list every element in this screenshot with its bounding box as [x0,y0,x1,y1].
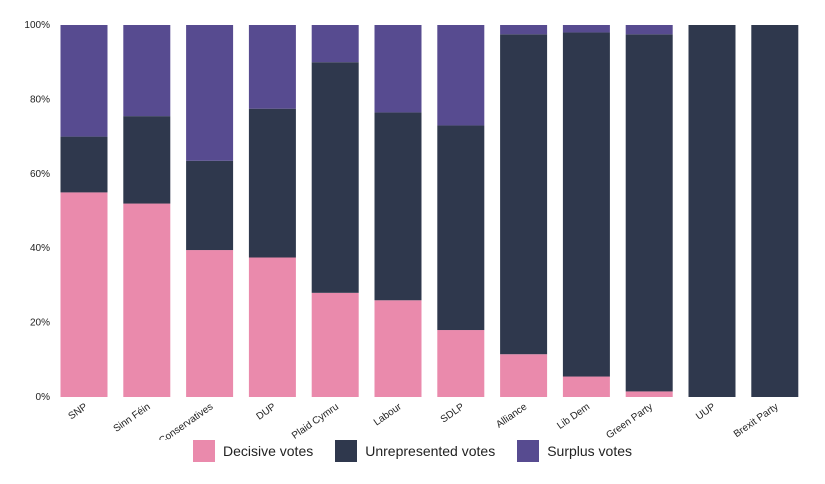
x-tick-label: SNP [67,401,90,422]
x-tick-label: Alliance [494,401,529,430]
x-tick-label: Sinn Féin [112,401,153,434]
x-tick-label: Conservatives [157,401,215,440]
bar-segment [311,62,359,293]
y-tick-label: 80% [30,94,50,105]
y-tick-label: 60% [30,169,50,180]
x-tick-label: DUP [255,401,279,422]
bar-segment [123,25,171,117]
x-tick-label: Brexit Party [732,401,781,440]
bar-segment [311,25,359,63]
bar-segment [248,25,296,109]
legend-item-unrepresented: Unrepresented votes [335,440,495,462]
bar-segment [186,160,234,251]
legend-item-decisive: Decisive votes [192,440,314,462]
legend-swatch-decisive [192,440,215,462]
bar-segment [625,25,673,35]
legend-label-surplus: Surplus votes [547,443,633,459]
y-tick-label: 20% [30,318,50,329]
x-tick-label: UUP [694,401,718,422]
bar-segment [437,25,485,126]
y-tick-label: 0% [36,392,51,403]
bar-segment [500,25,548,35]
legend-swatch-surplus [517,440,540,462]
bar-segment [60,136,108,193]
bar-segment [437,330,485,397]
legend-item-surplus: Surplus votes [517,440,632,462]
bar-segment [60,192,108,397]
x-tick-label: SDLP [439,401,467,425]
x-tick-label: Green Party [604,401,654,440]
bar-segment [248,257,296,397]
bar-segment [311,292,359,397]
bar-segment [562,32,610,377]
bar-segment [625,391,673,397]
bar-segment [374,112,422,301]
bar-segment [500,354,548,397]
bar-segment [60,25,108,137]
bar-segment [123,203,171,397]
bar-segment [186,25,234,161]
legend-label-unrepresented: Unrepresented votes [365,443,496,459]
bar-segment [500,34,548,355]
bar-segment [186,250,234,397]
bar-segment [437,125,485,331]
x-tick-label: Plaid Cymru [290,401,341,440]
stacked-bar-chart: 0% 20% 40% 60% 80% 100% SNP Sinn Féin Conservati… [24,20,799,440]
bar-segment [374,300,422,397]
bar-segment [562,25,610,33]
bar-segment [625,34,673,392]
legend: Decisive votes Unrepresented votes Surpl… [0,440,825,462]
legend-label-decisive: Decisive votes [222,443,314,459]
bar-segment [688,25,736,397]
y-tick-label: 40% [30,243,50,254]
bar-segment [123,116,171,204]
y-tick-label: 100% [24,20,50,31]
bar-segment [751,25,799,397]
x-tick-label: Labour [372,401,404,428]
bar-segment [562,376,610,397]
bar-segment [248,108,296,258]
x-tick-label: Lib Dem [555,401,592,431]
legend-swatch-unrepresented [335,440,358,462]
bar-segment [374,25,422,113]
